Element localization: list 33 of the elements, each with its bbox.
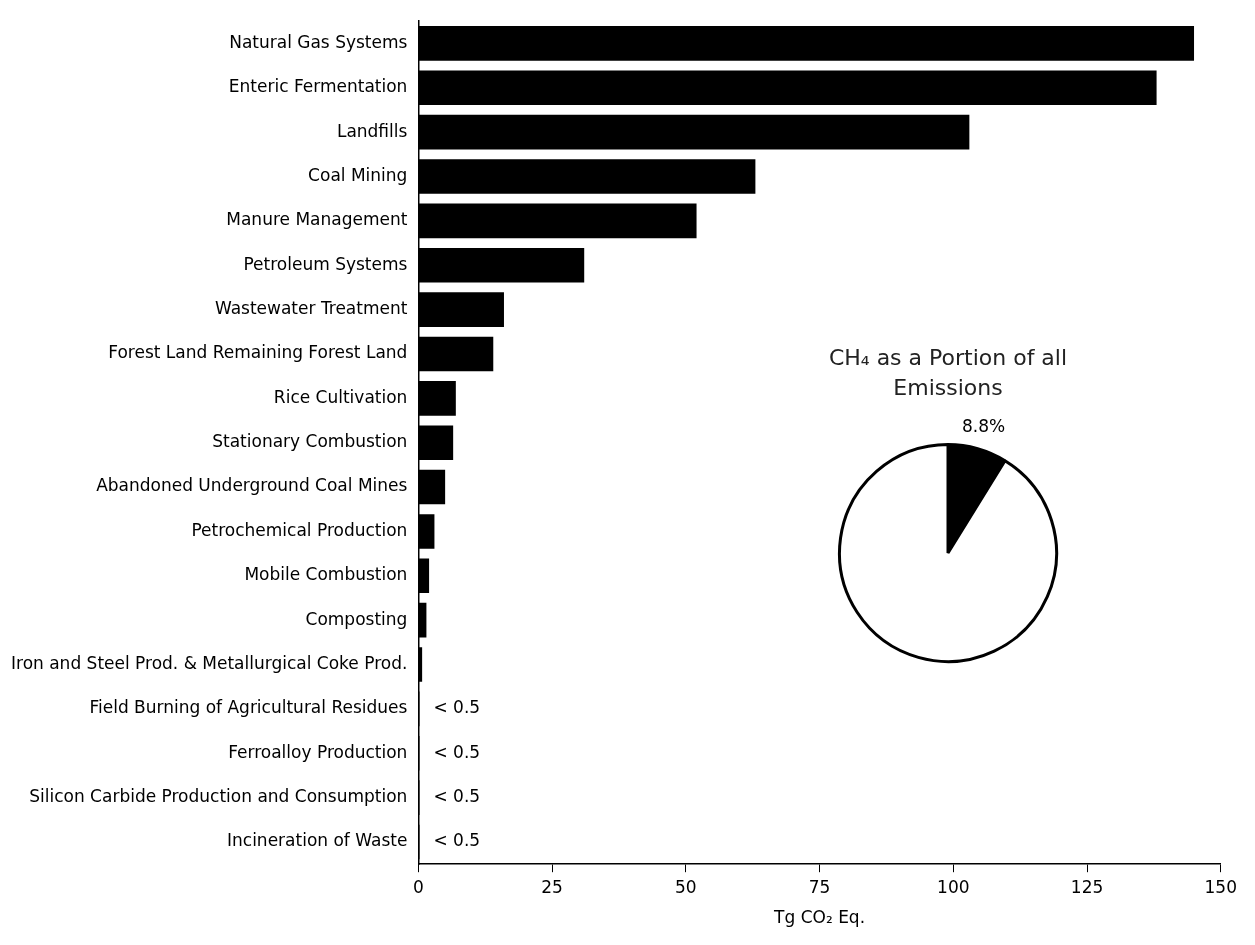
- y-tick-label: Manure Management: [226, 209, 408, 230]
- x-tick-label: 150: [1204, 876, 1237, 897]
- y-tick-label: Iron and Steel Prod. & Metallurgical Coke Prod.: [11, 652, 408, 673]
- y-tick-label: Natural Gas Systems: [229, 31, 408, 52]
- y-tick-label: Stationary Combustion: [212, 431, 408, 452]
- data-label: 8.8%: [962, 415, 1006, 436]
- x-tick-label: 75: [808, 876, 831, 897]
- x-axis-title: Tg CO₂ Eq.: [773, 907, 866, 928]
- y-tick-label: Forest Land Remaining Forest Land: [108, 342, 408, 363]
- data-label: < 0.5: [433, 741, 481, 762]
- y-tick-label: Ferroalloy Production: [228, 741, 408, 762]
- y-tick-label: Petroleum Systems: [243, 253, 408, 274]
- y-tick-label: Composting: [305, 608, 408, 629]
- x-tick-label: 25: [541, 876, 563, 897]
- y-tick-label: Landfills: [336, 120, 408, 141]
- y-tick-label: Petrochemical Production: [191, 519, 408, 540]
- x-tick-label: 100: [937, 876, 970, 897]
- x-tick-label: 0: [412, 876, 424, 897]
- y-tick-label: Incineration of Waste: [227, 830, 408, 851]
- y-tick-label: Field Burning of Agricultural Residues: [89, 697, 408, 718]
- y-tick-label: Coal Mining: [308, 164, 408, 185]
- y-tick-label: Abandoned Underground Coal Mines: [96, 475, 408, 496]
- x-tick-label: 50: [675, 876, 697, 897]
- y-tick-label: Rice Cultivation: [273, 386, 408, 407]
- y-tick-label: Silicon Carbide Production and Consumption: [29, 786, 408, 807]
- y-tick-label: Enteric Fermentation: [228, 76, 408, 97]
- y-tick-label: Wastewater Treatment: [214, 298, 408, 319]
- x-tick-label: 125: [1070, 876, 1104, 897]
- data-label: < 0.5: [433, 830, 481, 851]
- chart-title: CH₄ as a Portion of all Emissions: [827, 344, 1069, 402]
- y-tick-label: Mobile Combustion: [244, 564, 408, 585]
- data-label: < 0.5: [433, 697, 481, 718]
- data-label: < 0.5: [433, 786, 481, 807]
